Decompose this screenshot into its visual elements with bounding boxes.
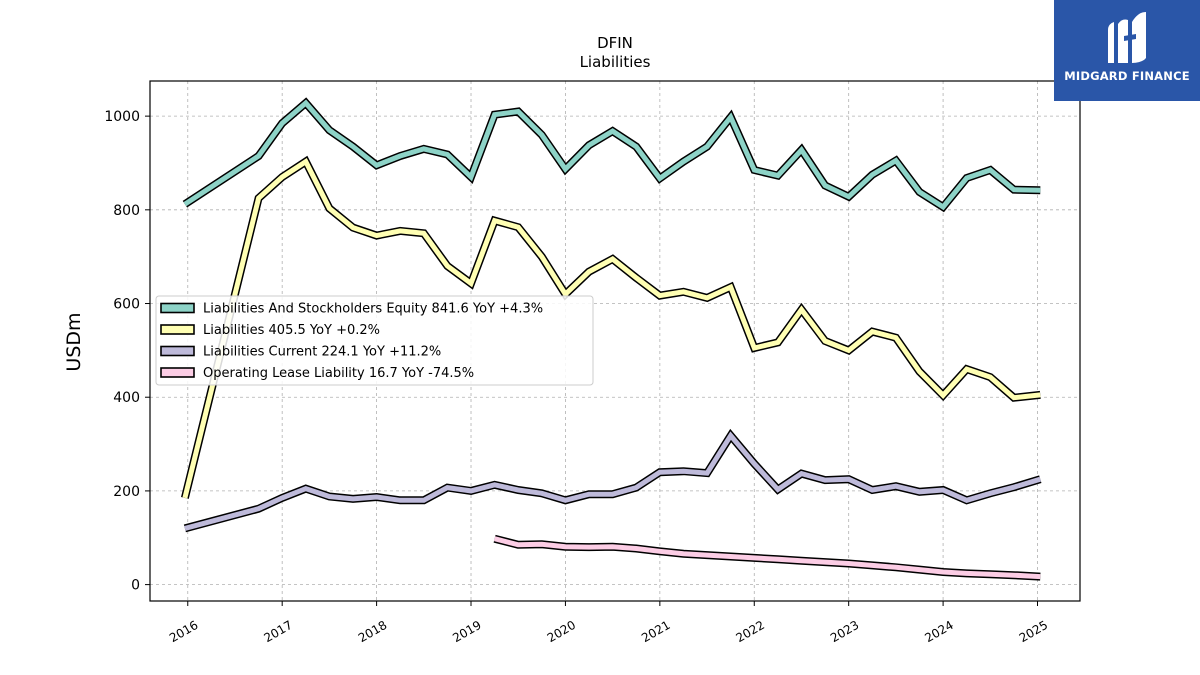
legend-swatch [160, 367, 195, 378]
legend-label: Liabilities Current 224.1 YoY +11.2% [203, 345, 441, 360]
x-tick-label: 2021 [639, 618, 672, 645]
y-tick-label: 1000 [104, 109, 140, 125]
y-axis-ticks: 0 200 400 600 800 1000 [104, 109, 150, 594]
brand-name: MIDGARD FINANCE [1064, 69, 1190, 83]
series-outline-2 [183, 428, 1042, 533]
series-outline-0 [182, 97, 1041, 213]
legend-label: Liabilities And Stockholders Equity 841.… [203, 302, 543, 317]
x-tick-label: 2016 [167, 618, 200, 645]
series-line-3 [493, 536, 1041, 580]
brand-mark-icon [1108, 12, 1146, 63]
series-line-2 [184, 431, 1042, 531]
legend-swatch [160, 302, 195, 314]
x-tick-label: 2024 [922, 618, 955, 645]
y-tick-label: 0 [131, 578, 140, 594]
y-tick-label: 400 [113, 390, 140, 406]
x-tick-label: 2019 [450, 618, 483, 645]
legend-swatch [160, 324, 195, 335]
legend: Liabilities And Stockholders Equity 841.… [155, 295, 594, 386]
y-tick-label: 800 [113, 203, 140, 219]
legend-box [155, 295, 594, 386]
x-tick-label: 2022 [734, 618, 767, 645]
series-lines [181, 97, 1042, 581]
y-tick-label: 200 [113, 484, 140, 500]
x-tick-label: 2017 [261, 618, 294, 645]
x-tick-label: 2020 [545, 618, 578, 645]
legend-swatch [160, 345, 195, 357]
x-axis-ticks: 2016 2017 2018 2019 2020 2021 2022 2023 2024 2025 [167, 601, 1050, 645]
chart-subtitle: Liabilities [580, 53, 651, 71]
chart-title: DFIN [597, 34, 633, 52]
legend-label: Liabilities 405.5 YoY +0.2% [203, 323, 380, 338]
x-tick-label: 2025 [1017, 618, 1050, 645]
y-tick-label: 600 [113, 297, 140, 313]
series-line-1 [182, 157, 1041, 499]
series-line-0 [183, 99, 1041, 211]
brand-logo: MIDGARD FINANCE [1054, 0, 1200, 101]
x-tick-label: 2023 [828, 618, 861, 645]
legend-label: Operating Lease Liability 16.7 YoY -74.5… [203, 366, 474, 381]
x-tick-label: 2018 [356, 618, 389, 645]
y-axis-label: USDm [63, 312, 85, 371]
plot-frame [149, 80, 1081, 602]
